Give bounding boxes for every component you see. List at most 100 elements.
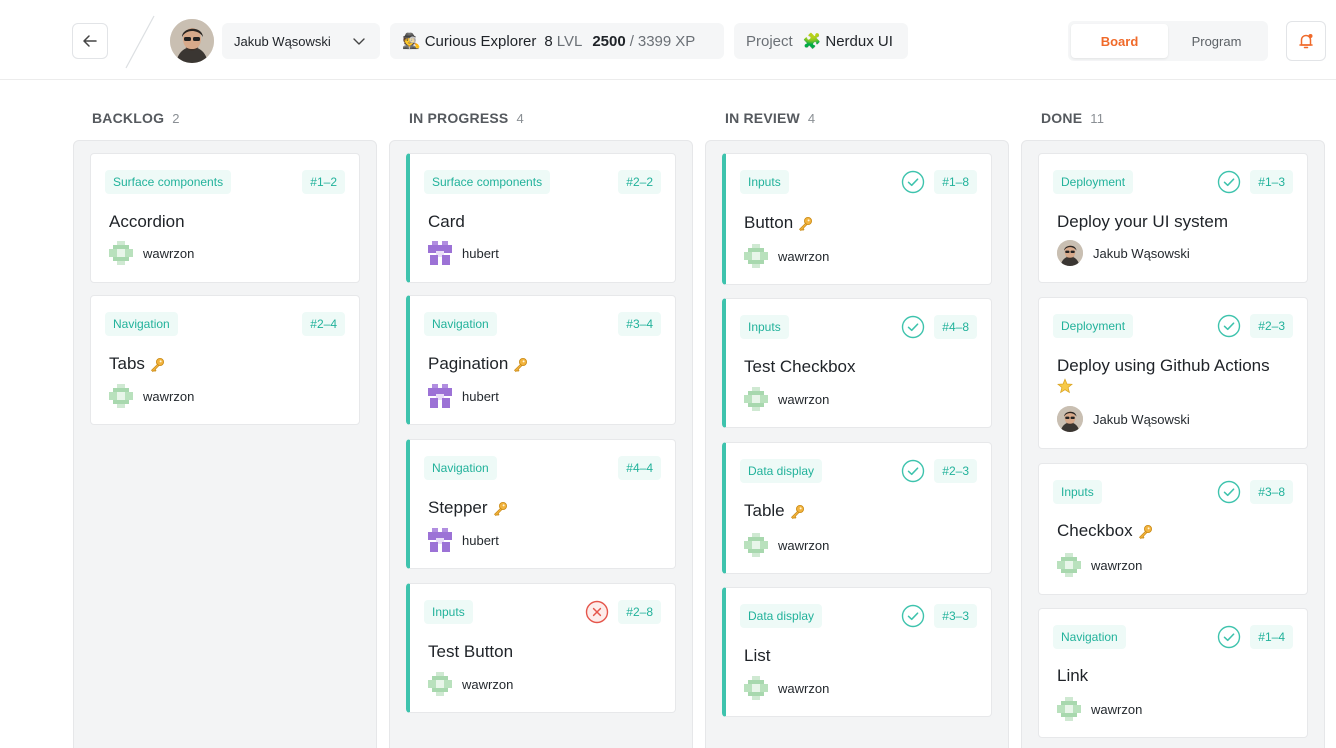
assignee-name: wawrzon [778, 391, 830, 407]
task-title-text: Stepper [428, 498, 488, 517]
key-icon [512, 357, 528, 373]
xp-current: 2500 [592, 32, 626, 50]
task-title: Accordion [109, 212, 185, 232]
assignee-name: wawrzon [143, 245, 195, 261]
column-header-in-review: IN REVIEW 4 [725, 110, 815, 126]
column-title: BACKLOG [92, 110, 165, 126]
tab-program[interactable]: Program [1191, 33, 1242, 49]
project-selector[interactable]: Project 🧩 Nerdux UI [734, 23, 908, 59]
assignee-name: wawrzon [1091, 557, 1143, 573]
task-id: #1–8 [934, 170, 977, 194]
task-title: List [744, 646, 770, 666]
task-title: Checkbox [1057, 521, 1153, 541]
key-icon [1137, 524, 1153, 540]
pixel-avatar-icon [1057, 553, 1081, 577]
task-title-text: Card [428, 212, 465, 231]
task-title-text: Test Checkbox [744, 357, 856, 376]
assignee: wawrzon [744, 244, 829, 268]
task-title: Stepper [428, 498, 508, 518]
approved-icon [901, 459, 925, 483]
pixel-avatar-icon [428, 241, 452, 265]
xp-unit: XP [675, 32, 696, 50]
notifications-button[interactable] [1286, 21, 1326, 61]
task-title-text: Deploy using Github Actions [1057, 356, 1270, 375]
assignee-name: wawrzon [778, 680, 830, 696]
task-title: Link [1057, 666, 1088, 686]
task-card[interactable]: Inputs #3–8 Checkbox wawrzon [1038, 463, 1308, 595]
task-card[interactable]: Deployment #1–3 Deploy your UI system Ja… [1038, 153, 1308, 283]
column-header-in-progress: IN PROGRESS 4 [409, 110, 524, 126]
category-tag: Surface components [424, 170, 551, 194]
chevron-down-icon [353, 38, 365, 45]
assignee-name: hubert [462, 388, 499, 404]
task-card[interactable]: Deployment #2–3 Deploy using Github Acti… [1038, 297, 1308, 449]
task-id: #2–3 [1250, 314, 1293, 338]
category-tag: Inputs [424, 600, 473, 624]
pixel-avatar-icon [1057, 697, 1081, 721]
key-icon [789, 504, 805, 520]
task-id: #3–4 [618, 312, 661, 336]
column-in-progress: Surface components #2–2 Card hubert Navi… [389, 140, 693, 748]
xp-max: 3399 [637, 32, 672, 50]
task-id: #4–8 [934, 315, 977, 339]
back-button[interactable] [72, 23, 108, 59]
level-value: 8 [544, 32, 553, 50]
task-title-text: Tabs [109, 354, 145, 373]
assignee: wawrzon [744, 533, 829, 557]
puzzle-icon: 🧩 [802, 33, 822, 50]
column-count: 4 [807, 111, 816, 126]
task-card[interactable]: Navigation #1–4 Link wawrzon [1038, 608, 1308, 738]
task-card[interactable]: Inputs #1–8 Button wawrzon [722, 153, 992, 285]
task-card[interactable]: Data display #3–3 List wawrzon [722, 587, 992, 717]
tab-board[interactable]: Board [1071, 24, 1168, 58]
rejected-icon [585, 600, 609, 624]
pixel-avatar-icon [109, 384, 133, 408]
task-title: Button [744, 213, 813, 233]
task-card[interactable]: Navigation #2–4 Tabs wawrzon [90, 295, 360, 425]
approved-icon [901, 315, 925, 339]
pixel-avatar-icon [744, 244, 768, 268]
task-title: Test Button [428, 642, 513, 662]
task-card[interactable]: Inputs #2–8 Test Button wawrzon [406, 583, 676, 713]
column-backlog: Surface components #1–2 Accordion wawrzo… [73, 140, 377, 748]
bell-icon [1299, 34, 1313, 49]
task-title-text: Accordion [109, 212, 185, 231]
approved-icon [1217, 625, 1241, 649]
column-count: 2 [172, 111, 180, 126]
approved-icon [901, 170, 925, 194]
category-tag: Navigation [424, 312, 497, 336]
category-tag: Navigation [424, 456, 497, 480]
task-title-text: Button [744, 213, 794, 232]
user-avatar[interactable] [170, 19, 214, 63]
column-title: DONE [1041, 110, 1083, 126]
column-count: 11 [1090, 111, 1105, 126]
task-title: Tabs [109, 354, 165, 374]
task-id: #1–4 [1250, 625, 1293, 649]
task-card[interactable]: Surface components #1–2 Accordion wawrzo… [90, 153, 360, 283]
assignee: wawrzon [109, 384, 194, 408]
task-title: Card [428, 212, 465, 232]
task-id: #2–2 [618, 170, 661, 194]
assignee: wawrzon [109, 241, 194, 265]
task-id: #2–8 [618, 600, 661, 624]
task-card[interactable]: Inputs #4–8 Test Checkbox wawrzon [722, 298, 992, 428]
task-card[interactable]: Navigation #4–4 Stepper hubert [406, 439, 676, 569]
task-title: Pagination [428, 354, 528, 374]
category-tag: Deployment [1053, 170, 1134, 194]
category-tag: Inputs [740, 170, 789, 194]
task-card[interactable]: Data display #2–3 Table wawrzon [722, 442, 992, 574]
user-name: Jakub Wąsowski [234, 33, 331, 49]
rank-title: Curious Explorer [424, 32, 537, 50]
top-bar: Jakub Wąsowski 🕵 Curious Explorer 8 LVL … [0, 0, 1336, 80]
task-title: Table [744, 501, 805, 521]
task-card[interactable]: Surface components #2–2 Card hubert [406, 153, 676, 283]
task-title-text: Deploy your UI system [1057, 212, 1228, 231]
arrow-left-icon [83, 35, 97, 47]
user-selector[interactable]: Jakub Wąsowski [222, 23, 380, 59]
column-done: Deployment #1–3 Deploy your UI system Ja… [1021, 140, 1325, 748]
key-icon [797, 216, 813, 232]
pixel-avatar-icon [428, 384, 452, 408]
task-card[interactable]: Navigation #3–4 Pagination hubert [406, 295, 676, 425]
task-id: #1–3 [1250, 170, 1293, 194]
key-icon [492, 501, 508, 517]
